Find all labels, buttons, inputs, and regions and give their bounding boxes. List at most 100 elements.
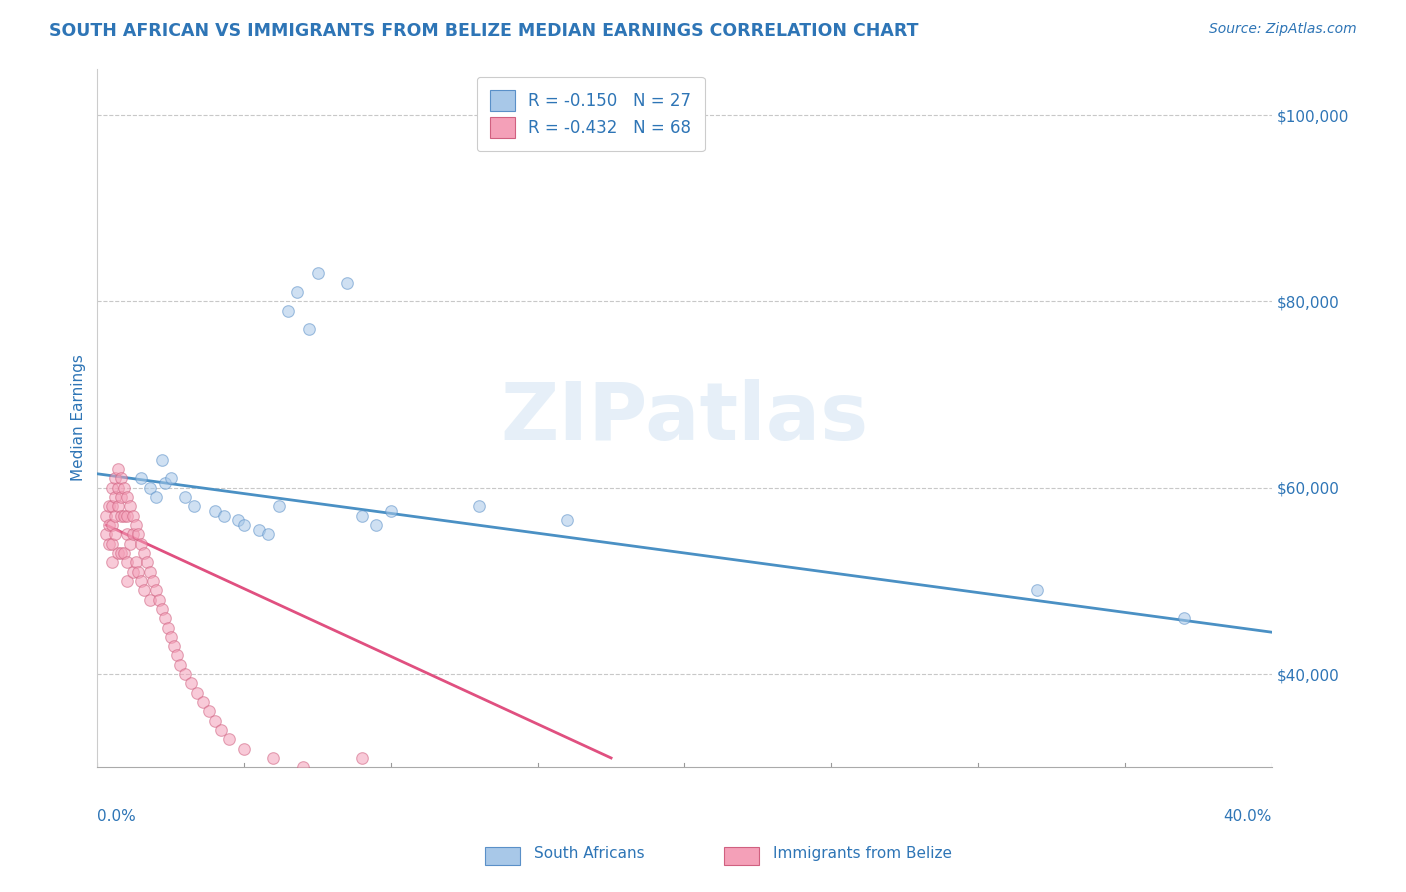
Point [212, 508, 235, 523]
Point [115, 508, 138, 523]
Text: 40.0%: 40.0% [1223, 809, 1271, 824]
Point [107, 481, 129, 495]
Point [555, 513, 578, 527]
Point [112, 546, 135, 560]
Point [174, 667, 197, 681]
Point [183, 500, 205, 514]
Point [256, 527, 278, 541]
Point [204, 714, 226, 728]
Point [163, 639, 186, 653]
Point [307, 267, 329, 281]
Point [145, 490, 167, 504]
Point [169, 657, 191, 672]
Point [115, 527, 138, 541]
Point [350, 751, 373, 765]
Point [336, 276, 359, 290]
Point [226, 513, 249, 527]
Point [115, 574, 138, 588]
Point [131, 471, 153, 485]
Point [204, 504, 226, 518]
Point [174, 490, 197, 504]
Point [198, 704, 221, 718]
Point [101, 518, 124, 533]
Point [121, 508, 143, 523]
Point [380, 504, 402, 518]
Point [115, 555, 138, 569]
Point [139, 592, 162, 607]
Point [148, 592, 170, 607]
Point [110, 508, 132, 523]
Point [1025, 583, 1047, 598]
Point [110, 471, 132, 485]
Point [156, 620, 179, 634]
Point [269, 500, 291, 514]
Point [166, 648, 188, 663]
Point [127, 565, 149, 579]
Point [233, 741, 256, 756]
Point [98, 536, 121, 550]
Point [218, 732, 240, 747]
Point [134, 583, 156, 598]
Point [104, 471, 127, 485]
Point [180, 676, 202, 690]
Point [112, 508, 135, 523]
Point [1173, 611, 1195, 625]
Point [124, 555, 146, 569]
Point [101, 536, 124, 550]
Point [150, 452, 173, 467]
Point [101, 481, 124, 495]
Point [131, 574, 153, 588]
Text: ZIPatlas: ZIPatlas [501, 379, 869, 457]
Point [153, 476, 176, 491]
Point [145, 583, 167, 598]
Point [350, 508, 373, 523]
Point [107, 462, 129, 476]
Text: Source: ZipAtlas.com: Source: ZipAtlas.com [1209, 22, 1357, 37]
Point [124, 518, 146, 533]
Point [121, 565, 143, 579]
Point [118, 536, 141, 550]
Point [139, 565, 162, 579]
Point [366, 518, 388, 533]
Point [121, 527, 143, 541]
Point [96, 527, 118, 541]
Point [142, 574, 165, 588]
Point [98, 518, 121, 533]
Text: South Africans: South Africans [534, 846, 645, 861]
Point [107, 546, 129, 560]
Point [110, 546, 132, 560]
Point [186, 686, 208, 700]
Point [127, 527, 149, 541]
Point [112, 481, 135, 495]
Point [101, 500, 124, 514]
Point [104, 508, 127, 523]
Point [104, 490, 127, 504]
Point [277, 303, 299, 318]
Point [298, 322, 321, 336]
Point [233, 518, 256, 533]
Point [118, 500, 141, 514]
Point [110, 490, 132, 504]
Point [104, 527, 127, 541]
Point [153, 611, 176, 625]
Point [139, 481, 162, 495]
Point [191, 695, 214, 709]
Point [150, 602, 173, 616]
Point [247, 523, 270, 537]
Point [98, 500, 121, 514]
Point [131, 536, 153, 550]
Point [468, 500, 491, 514]
Legend: R = -0.150   N = 27, R = -0.432   N = 68: R = -0.150 N = 27, R = -0.432 N = 68 [477, 77, 704, 151]
Point [159, 471, 181, 485]
Point [101, 555, 124, 569]
Y-axis label: Median Earnings: Median Earnings [72, 354, 86, 482]
Text: 0.0%: 0.0% [97, 809, 136, 824]
Text: SOUTH AFRICAN VS IMMIGRANTS FROM BELIZE MEDIAN EARNINGS CORRELATION CHART: SOUTH AFRICAN VS IMMIGRANTS FROM BELIZE … [49, 22, 918, 40]
Point [107, 500, 129, 514]
Text: Immigrants from Belize: Immigrants from Belize [773, 846, 952, 861]
Point [291, 760, 314, 774]
Point [134, 546, 156, 560]
Point [159, 630, 181, 644]
Point [285, 285, 308, 299]
Point [209, 723, 232, 737]
